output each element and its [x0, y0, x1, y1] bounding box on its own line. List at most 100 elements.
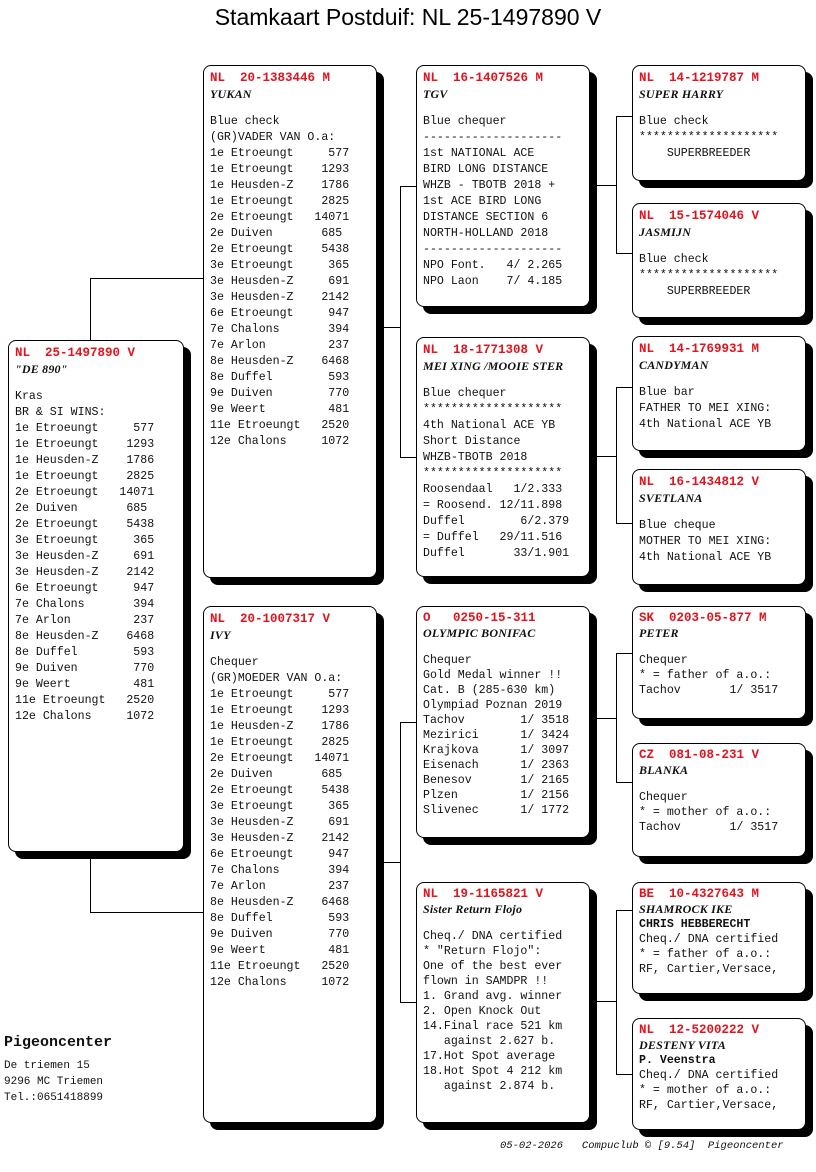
- info-line: against 2.627 b.: [423, 1034, 556, 1048]
- info-line: 7e Chalons 394: [210, 322, 350, 336]
- info-line: 8e Heusden-Z 6468: [210, 354, 350, 368]
- info-line: Benesov 1/ 2165: [423, 773, 570, 787]
- pigeon-card-ggp: CZ 081-08-231 V BLANKA Chequer * = mother o…: [632, 743, 806, 857]
- info-line: 2e Etroeungt 5438: [210, 242, 350, 256]
- info-line: 2e Duiven 685: [15, 501, 148, 515]
- info-line: Duffel 6/2.379: [423, 514, 570, 528]
- info-line: Olympiad Poznan 2019: [423, 698, 563, 712]
- breeder-phone: Tel.:0651418899: [4, 1092, 104, 1104]
- info-line: 12e Chalons 1072: [210, 975, 350, 989]
- pigeon-name: PETER: [639, 626, 679, 640]
- info-line: Chequer: [423, 653, 472, 667]
- info-line: 11e Etroeungt 2520: [15, 693, 155, 707]
- info-line: 8e Heusden-Z 6468: [15, 629, 155, 643]
- owner-name: CHRIS HEBBERECHT: [639, 918, 751, 931]
- info-line: BR & SI WINS:: [15, 405, 106, 419]
- info-line: Short Distance: [423, 434, 521, 448]
- info-line: 1. Grand avg. winner: [423, 989, 563, 1003]
- info-line: 3e Heusden-Z 2142: [15, 565, 155, 579]
- info-line: [639, 506, 799, 518]
- info-line: (GR)VADER VAN O.a:: [210, 130, 336, 144]
- info-line: 8e Heusden-Z 6468: [210, 895, 350, 909]
- connector: [376, 862, 400, 863]
- info-line: 3e Etroeungt 365: [15, 533, 155, 547]
- info-line: 8e Duffel 593: [210, 370, 350, 384]
- info-line: 9e Duiven 770: [210, 386, 350, 400]
- info-line: 18.Hot Spot 4 212 km: [423, 1064, 563, 1078]
- info-line: WHZB - TBOTB 2018 +: [423, 178, 556, 192]
- info-line: 1e Heusden-Z 1786: [210, 178, 350, 192]
- info-line: Blue chequer: [423, 386, 507, 400]
- ring-number: BE 10-4327643 M: [639, 887, 760, 901]
- connector: [376, 327, 400, 328]
- info-line: 7e Arlon 237: [210, 879, 350, 893]
- info-line: ********************: [639, 130, 779, 144]
- connector: [400, 722, 416, 723]
- info-line: 12e Chalons 1072: [15, 709, 155, 723]
- ring-number: NL 14-1219787 M: [639, 71, 760, 85]
- connector: [90, 278, 91, 340]
- info-line: 7e Arlon 237: [15, 613, 155, 627]
- pigeon-name: MEI XING /MOOIE STER: [423, 359, 564, 373]
- ring-number: NL 14-1769931 M: [639, 342, 760, 356]
- info-line: * = father of a.o.:: [639, 948, 772, 961]
- info-line: = Duffel 29/11.516: [423, 530, 563, 544]
- info-line: * = father of a.o.:: [639, 668, 772, 682]
- info-line: 2e Duiven 685: [210, 767, 343, 781]
- info-line: 6e Etroeungt 947: [210, 847, 350, 861]
- connector: [589, 456, 616, 457]
- ring-number: NL 16-1434812 V: [639, 475, 760, 489]
- pigeon-card-father-father: NL 16-1407526 M TGV Blue chequer ----------…: [416, 65, 590, 307]
- breeder-postcode-city: 9296 MC Triemen: [4, 1076, 104, 1088]
- pigeon-name: TGV: [423, 87, 448, 101]
- info-line: 1e Etroeungt 577: [210, 687, 350, 701]
- pigeon-name: JASMIJN: [639, 225, 692, 239]
- pigeon-card-ggp: NL 15-1574046 V JASMIJN Blue check ********…: [632, 203, 806, 318]
- info-line: Chequer: [210, 655, 259, 669]
- info-line: [639, 373, 799, 385]
- footer-credits: 05-02-2026 Compuclub © [9.54] Pigeoncent…: [500, 1140, 784, 1152]
- info-line: 9e Weert 481: [210, 943, 350, 957]
- info-line: Blue cheque: [639, 518, 716, 532]
- breeder-name: Pigeoncenter: [4, 1034, 113, 1051]
- info-line: Slivenec 1/ 1772: [423, 803, 570, 817]
- info-line: 2. Open Knock Out: [423, 1004, 542, 1018]
- info-line: SUPERBREEDER: [639, 146, 751, 160]
- connector: [616, 782, 632, 783]
- info-line: 6e Etroeungt 947: [210, 306, 350, 320]
- info-line: * = mother of a.o.:: [639, 1084, 772, 1097]
- info-line: Blue check: [210, 114, 280, 128]
- connector: [616, 116, 617, 253]
- info-line: 7e Arlon 237: [210, 338, 350, 352]
- info-line: 9e Duiven 770: [210, 927, 350, 941]
- page-title: Stamkaart Postduif: NL 25-1497890 V: [214, 4, 602, 30]
- info-line: Tachov 1/ 3517: [639, 820, 779, 834]
- info-line: 11e Etroeungt 2520: [210, 959, 350, 973]
- info-line: 3e Heusden-Z 691: [210, 815, 350, 829]
- info-line: 7e Chalons 394: [210, 863, 350, 877]
- pigeon-card-ggp: NL 12-5200222 V DESTENY VITA P. Veenstra Ch…: [632, 1018, 806, 1130]
- ring-number: NL 20-1007317 V: [210, 612, 331, 626]
- info-line: 1e Etroeungt 577: [15, 421, 155, 435]
- info-line: 14.Final race 521 km: [423, 1019, 563, 1033]
- pigeon-name: IVY: [210, 628, 231, 642]
- connector: [616, 910, 632, 911]
- info-line: 3e Etroeungt 365: [210, 799, 350, 813]
- pigeon-name: CANDYMAN: [639, 358, 709, 372]
- connector: [90, 852, 91, 912]
- connector: [589, 185, 616, 186]
- info-line: 1e Etroeungt 2825: [15, 469, 155, 483]
- info-line: 4th National ACE YB: [639, 417, 772, 431]
- info-line: Chequer: [639, 653, 688, 667]
- pigeon-card-ggp: NL 14-1219787 M SUPER HARRY Blue check ****…: [632, 65, 806, 181]
- info-line: * "Return Flojo":: [423, 944, 542, 958]
- info-line: Cheq./ DNA certified: [639, 933, 779, 946]
- connector: [616, 1074, 632, 1075]
- ring-number: NL 25-1497890 V: [15, 346, 136, 360]
- info-line: 1e Etroeungt 2825: [210, 735, 350, 749]
- connector: [616, 523, 632, 524]
- info-line: FATHER TO MEI XING:: [639, 401, 772, 415]
- connector: [616, 910, 617, 1074]
- info-line: [423, 917, 583, 929]
- info-line: 4th National ACE YB: [423, 418, 556, 432]
